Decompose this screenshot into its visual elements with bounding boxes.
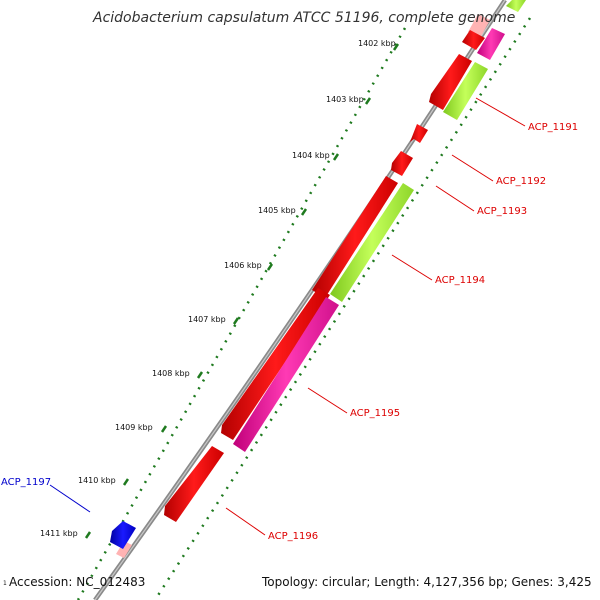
leader-acp1197 [49,484,91,513]
tick-1407 [232,317,240,325]
gene-arrow-acp1192 [410,124,428,143]
accession-prefix: 1 [3,580,7,587]
gene-label-acp1191: ACP_1191 [528,122,578,133]
leader-acp1193 [435,185,475,212]
gene-arrow-acp1194-lime [330,183,414,302]
kbp-label: 1410 kbp [78,476,116,485]
gene-label-acp1193: ACP_1193 [477,206,527,217]
gene-arrow-acp1195-red [221,288,330,440]
gene-arrow-acp1194-red [312,176,398,298]
kbp-label: 1407 kbp [188,315,226,324]
gene-arrow-acp1191-red [429,54,472,110]
gene-label-acp1195: ACP_1195 [350,408,400,419]
gene-label-acp1194: ACP_1194 [435,275,485,286]
kbp-label: 1406 kbp [224,261,262,270]
topology-text: Topology: circular; Length: 4,127,356 bp… [261,575,592,589]
tick-1402 [392,43,400,51]
tick-1408 [196,371,204,379]
kbp-label: 1411 kbp [40,529,78,538]
gene-arrow-top-magenta [477,28,505,60]
tick-1406 [266,263,274,271]
kbp-label: 1409 kbp [115,423,153,432]
tick-1405 [300,208,308,216]
gene-label-acp1197: ACP_1197 [1,477,51,488]
gene-arrow-acp1191-lime [443,62,488,120]
gene-arrow-bottom-pink [116,541,132,558]
outer-dotted-track [76,27,407,600]
tick-1410 [122,478,130,486]
gene-label-acp1196: ACP_1196 [268,531,318,542]
leader-acp1195 [307,387,348,414]
kbp-label: 1408 kbp [152,369,190,378]
tick-1411 [84,531,92,539]
map-title: Acidobacterium capsulatum ATCC 51196, co… [92,10,515,26]
kbp-label: 1402 kbp [358,39,396,48]
gene-arrow-top-red [462,30,485,50]
tick-1409 [160,425,168,433]
leader-acp1192 [451,154,494,182]
tick-1404 [332,153,340,161]
inner-dotted-track [153,17,532,600]
gene-arrow-acp1195-magenta [233,297,339,452]
gene-label-acp1192: ACP_1192 [496,176,546,187]
gene-arrow-acp1197 [110,521,136,549]
kbp-ticks [84,43,400,539]
kbp-label: 1404 kbp [292,151,330,160]
leader-acp1194 [391,254,433,281]
accession-text: Accession: NC_012483 [9,575,145,589]
gene-arrow-acp1196 [164,446,224,522]
leader-acp1196 [225,507,266,536]
tick-1403 [364,97,372,105]
kbp-label: 1405 kbp [258,206,296,215]
kbp-label: 1403 kbp [326,95,364,104]
leader-acp1191 [475,97,526,127]
gene-arrow-acp1193 [391,151,413,176]
gene-arrow-top-lime [506,0,526,12]
